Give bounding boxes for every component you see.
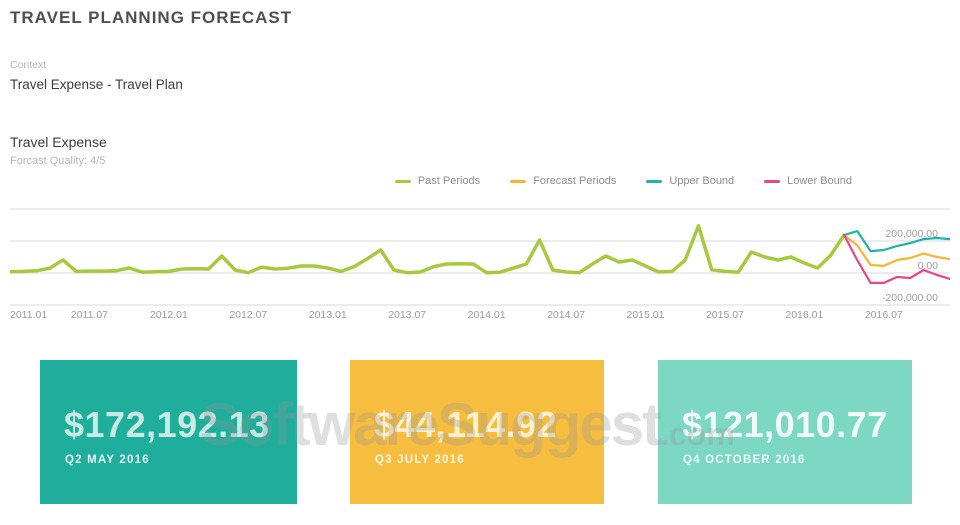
chart-section-title: Travel Expense [10,134,107,150]
x-tick-label: 2013.07 [388,309,427,321]
x-tick-label: 2012.01 [149,309,188,321]
forecast-periods-dash-icon [510,179,527,183]
x-tick-label: 2011.07 [70,309,109,321]
legend-label: Forecast Periods [533,175,617,187]
kpi-card-q3: $44,114.92 Q3 JULY 2016 [350,360,604,504]
series-line-upper-bound [842,230,950,253]
legend-item-upper-bound[interactable]: Upper Bound [646,175,734,187]
lower-bound-dash-icon [764,179,781,183]
series-line-past-periods [10,224,846,275]
context-label: Context [10,59,47,71]
kpi-card-q2: $172,192.13 Q2 MAY 2016 [40,360,297,504]
x-tick-label: 2015.01 [626,309,665,321]
x-tick-label: 2014.07 [547,309,586,321]
legend-item-past-periods[interactable]: Past Periods [394,175,481,187]
kpi-amount: $121,010.77 [682,404,888,445]
legend-item-lower-bound[interactable]: Lower Bound [764,175,852,187]
series-line-lower-bound [842,234,950,285]
x-tick-label: 2016.01 [785,309,824,321]
forecast-quality-label: Forcast Quality: 4/5 [10,155,106,167]
kpi-period: Q3 JULY 2016 [375,454,465,466]
chart-legend: Past Periods Forecast Periods Upper Boun… [394,175,852,187]
x-tick-label: 2011.01 [10,309,48,321]
x-tick-label: 2016.07 [864,309,903,321]
y-tick-label: 200,000.00 [885,228,938,240]
page-title: TRAVEL PLANNING FORECAST [10,8,293,27]
legend-label: Lower Bound [787,175,852,187]
context-value: Travel Expense - Travel Plan [10,77,183,92]
x-tick-label: 2014.01 [467,309,506,321]
legend-label: Upper Bound [669,175,735,187]
legend-item-forecast-periods[interactable]: Forecast Periods [510,175,616,187]
series-line-forecast-periods [842,234,950,268]
kpi-amount: $44,114.92 [374,404,558,445]
forecast-line-chart [10,208,950,306]
kpi-card-q4: $121,010.77 Q4 OCTOBER 2016 [658,360,912,504]
x-tick-label: 2012.07 [229,309,268,321]
legend-label: Past Periods [417,175,481,187]
past-periods-dash-icon [394,179,411,183]
y-tick-label: -200,000.00 [881,292,938,304]
kpi-period: Q4 OCTOBER 2016 [683,454,806,466]
y-tick-label: 0.00 [917,260,938,272]
x-tick-label: 2015.07 [705,309,744,321]
kpi-amount: $172,192.13 [64,404,270,445]
x-tick-label: 2013.01 [308,309,347,321]
kpi-period: Q2 MAY 2016 [65,454,150,466]
upper-bound-dash-icon [646,179,663,183]
